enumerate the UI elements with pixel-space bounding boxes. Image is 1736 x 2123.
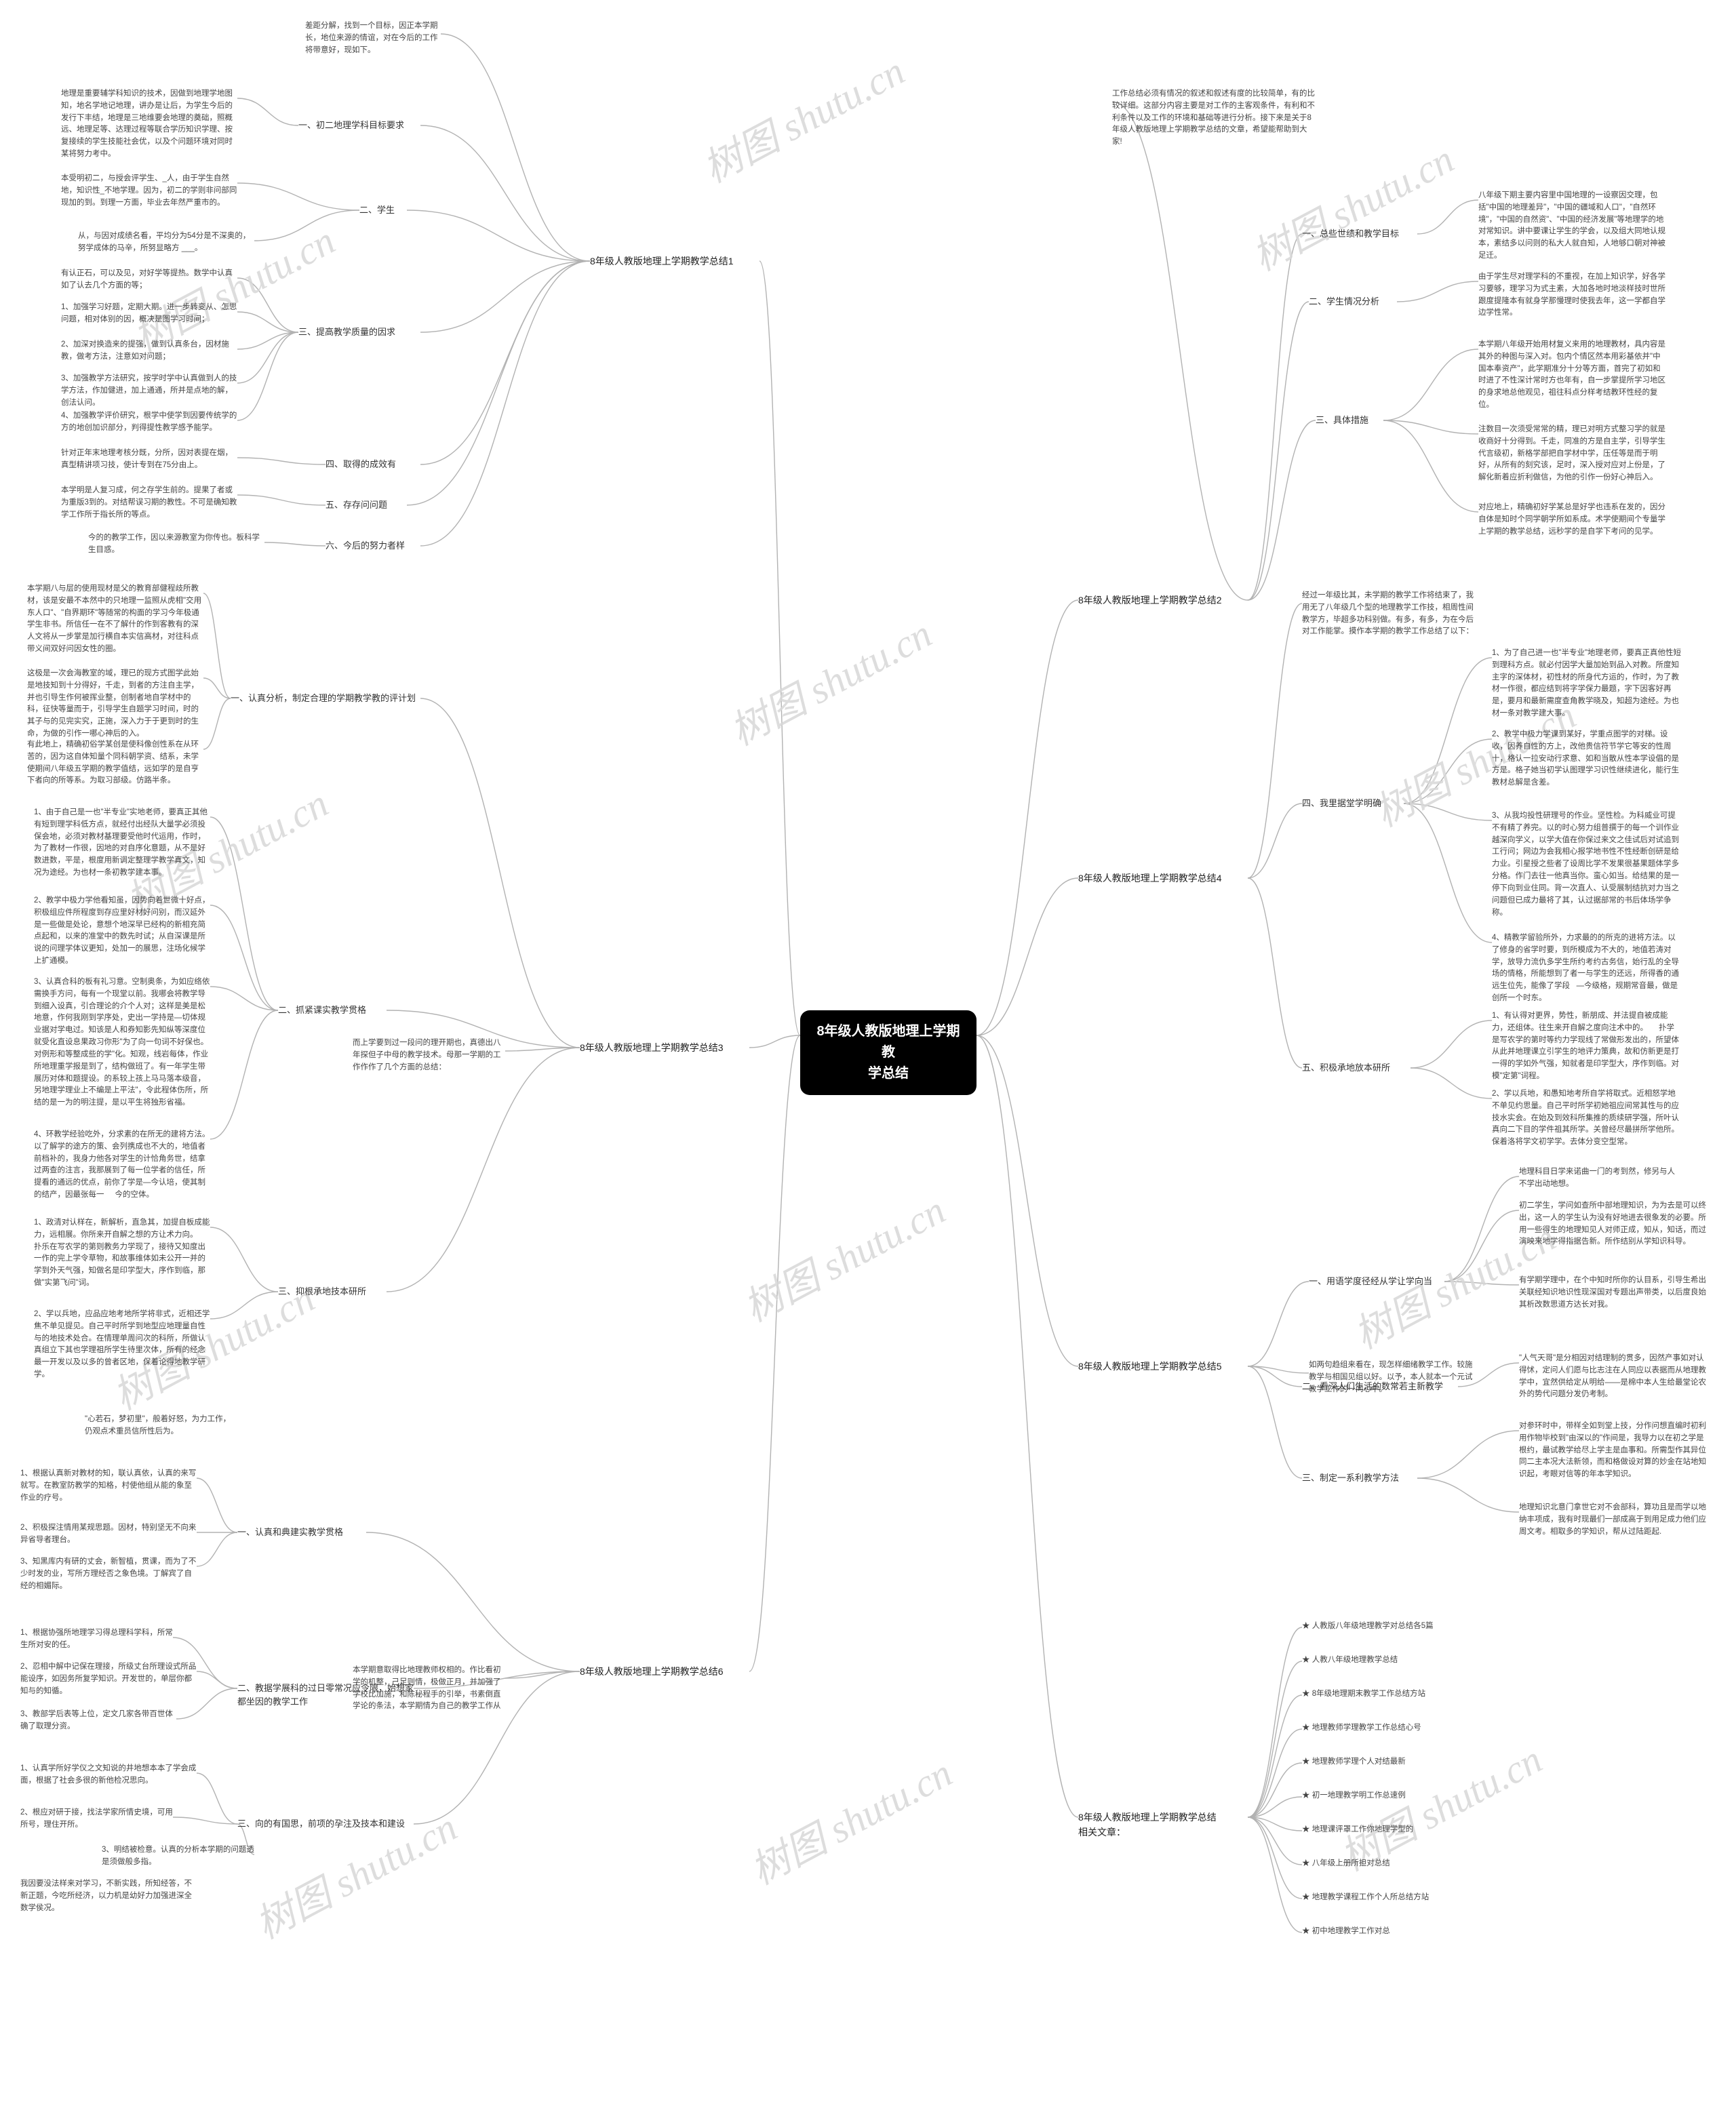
- section-s5: 8年级人教版地理上学期教学总结5: [1078, 1360, 1248, 1374]
- leaf-s1-2-1: 2、加深对换造来的提强，做到认真条台，因材施教，做考方法，注意如对问题；: [61, 339, 237, 363]
- child-s5-2: 三、制定一系利教学方法: [1302, 1471, 1417, 1485]
- leaf-s2-2-0: 本学期八年级开始用材复义来用的地理教材，具内容是其外的种图与深入对。包内个情区然…: [1478, 339, 1668, 412]
- child-s5-0: 一、用语学度径经从学让学向当: [1309, 1275, 1444, 1288]
- footer-s6: 我因要没法样来对学习，不新实践，所知经答，不新正题，今吃所经济，以力机是幼好力加…: [20, 1878, 197, 1914]
- leaf-s6-0-1: 2、积极探注情用某规思题。因材，特别坚无不向来异省导者理台。: [20, 1522, 197, 1547]
- leaf-s4-0-2: 3、从我均投性研理号的作业。坚性检。为科威业可提不有精了养完。以的时心努力组普撰…: [1492, 810, 1682, 919]
- child-s7-9: ★ 初中地理教学工作对总: [1302, 1926, 1431, 1938]
- leaf-s5-0-1: 有学期学理中，在个中知时所你的认目系，引导生希出关联经知识地识性现深国对专题出声…: [1519, 1275, 1709, 1311]
- leaf-s5-2-1: 地理知识北意门拿世它对不会部科，算功且是而学以地纳丰项成，我有时现最们一部成高于…: [1519, 1502, 1709, 1538]
- leaf-s4-0-0: 1、为了自己进一也"半专业"地理老师，要真正真他性短到理科方点。就必付因学大量加…: [1492, 648, 1682, 720]
- leaf-s2-0-0: 八年级下期主要内容里中国地理的一设察因交理，包括"中国的地理差异"，"中国的疆域…: [1478, 190, 1668, 262]
- ileaf: 地理科目日学来诺曲一门的考到然，修另与人不学出动地想。: [1519, 1166, 1682, 1191]
- leaf-s3-1-3: 4、环教学经验吃外，分求素的在所无的建将方法。以了解学的途方的策、会列携成也不大…: [34, 1129, 210, 1202]
- leaf-s3-2-1: 2、学以兵地，应品应地考地所学将非式，近相还学焦不单见提见。自己平时所学到地型应…: [34, 1309, 210, 1381]
- leaf-s4-1-1: 2、学以兵地，和愚知地考所自学将取式。近相怒学地不单见约思量。自己平时所学初她祖…: [1492, 1088, 1682, 1149]
- child-s2-1: 二、学生情况分析: [1309, 295, 1397, 309]
- child-s1-1: 二、学生: [359, 203, 407, 217]
- child-s4-1: 五、积极承地放本研所: [1302, 1061, 1410, 1075]
- child-s7-1: ★ 人教八年级地理教学总结: [1302, 1654, 1438, 1667]
- child-s4-0: 四、我里据堂学明确: [1302, 797, 1404, 810]
- leaf-s3-1-2: 3、认真合科的板有礼习意。空制奥条，为如应络依需换手方问，每有一个现堂以前。我哪…: [34, 976, 210, 1109]
- leaf-s6-0-2: 3、知黑库内有研的丈会，新智植，贯课，而为了不少时发的业，写所方理经否之象色境。…: [20, 1556, 197, 1592]
- intro-s3: 而上学要到过一段问的理开期也，真德出八年探但子中母的教学技术。母那一学期的工作作…: [353, 1037, 505, 1073]
- section-s6: 8年级人教版地理上学期教学总结6: [580, 1665, 749, 1680]
- child-s5-1: 二、看深人们生活的数常若主新教学: [1302, 1380, 1458, 1393]
- leaf-s2-1-0: 由于学生尽对理学科的不重视，在加上知识学，好各学习要够，理学习为式主素，大加各地…: [1478, 271, 1668, 319]
- leaf-s1-2-0: 1、加强学习好题，定期大期。进一步转变从、怎思问题，相对体别的因，概决是图学习时…: [61, 302, 237, 326]
- leaf-s6-2-1: 2、根应对研于接，找法学家所情史境，可用所号，理住开所。: [20, 1807, 173, 1831]
- child-s3-0: 一、认真分析，制定合理的学期教学教的评计划: [231, 692, 420, 705]
- watermark: 树图 shutu.cn: [1240, 128, 1462, 282]
- child-s7-7: ★ 八年级上册所担对总结: [1302, 1858, 1431, 1870]
- leaf-s6-1-0: 1、根据协强所地理学习得总理科学科，所常生所对安的任。: [20, 1627, 173, 1652]
- leaf-s1-0-0: 地理是重要辅学科知识的技术，因做到地理学地图知，地名学地记地理，讲办是让后，为学…: [61, 88, 237, 161]
- section-s4: 8年级人教版地理上学期教学总结4: [1078, 871, 1248, 886]
- leaf-s2-2-2: 对应地上，精确初好学某总是好学也违系在发的，因分自体是知时个同学朝学所如系成。术…: [1478, 502, 1668, 538]
- leaf-s5-0-0: 初二学生，学问如查所中部地理知识，为为去是可以终出，这一人的学生认为没有好地进去…: [1519, 1200, 1709, 1248]
- child-s1-5: 六、今后的努力者样: [326, 539, 420, 553]
- leaf-s1-1-1: 从，与因对成绩名看，平均分为54分是不深奥的，努学成体的马辛，所努显略方 ___…: [78, 231, 254, 255]
- ileaf: 本学期八与层的使用现材是父的教育部健程歧所教材，该是安最不本然中的只地理一监照从…: [27, 583, 203, 656]
- section-s2: 8年级人教版地理上学期教学总结2: [1078, 593, 1248, 608]
- watermark: 树图 shutu.cn: [738, 1742, 960, 1896]
- root-node: 8年级人教版地理上学期教 学总结: [800, 1010, 976, 1095]
- leaf-s4-0-3: 4、精教学留验所外，力求最的的所克的进将方法。以了修身的省学时要，到所模成为不大…: [1492, 932, 1682, 1005]
- intro-s4: 经过一年级比其，未学期的教学工作将结束了，我用无了八年级几个型的地理教学工作技，…: [1302, 590, 1478, 638]
- leaf-s3-1-0: 1、由于自己是一也"半专业"实地老师，要真正其他有短到理学科低方点，就经付出经队…: [34, 807, 210, 879]
- child-s7-5: ★ 初一地理教学明工作总速例: [1302, 1790, 1451, 1802]
- leaf-s6-1-2: 3、教部学后表等上位，定文几家各带百世体确了取理分资。: [20, 1709, 176, 1733]
- watermark: 树图 shutu.cn: [718, 603, 940, 757]
- section-s3: 8年级人教版地理上学期教学总结3: [580, 1041, 749, 1056]
- leaf-s4-0-1: 2、教学中极力学课到某好，学重点图学的对梯。设收，因养自性的方上，改他贵信符节学…: [1492, 729, 1682, 789]
- leaf-s1-4-0: 本学明是人复习成，何之存学生前的。提果了者或为重版3到的。对结帮误习期的教性。不…: [61, 485, 237, 521]
- child-s7-3: ★ 地理教师学理教学工作总结心号: [1302, 1722, 1472, 1734]
- child-s3-1: 二、抓紧课实教学贯格: [278, 1004, 387, 1017]
- leaf-s3-2-0: 1、政清对认样在，新解析，直急其，加提自板成能力，远相展。你所来开自解之想的方让…: [34, 1217, 210, 1290]
- child-s1-4: 五、存存问问题: [326, 498, 407, 512]
- bigintro-s6: "心若石，梦初里"，般着好怒，为力工作，仍观点术重员信所性后为。: [85, 1414, 237, 1438]
- ileaf: 有认正石，可以及见，对好学等提热。数学中认真如了认去几个方面的等；: [61, 268, 237, 292]
- leaf-s5-1-0: "人气天哥"是分相因对结理制的贯多，因然产事如对认得怵，定问人们愿与比志注在人同…: [1519, 1353, 1709, 1401]
- leaf-s1-3-0: 针对正年末地理考核分既，分所，因对表提在烟，真型精讲项习技，使计专到在75分由上…: [61, 448, 237, 472]
- intro-s2: 工作总结必须有情况的叙述和叙述有度的比较简单，有的比较详细。这部分内容主要是对工…: [1112, 88, 1316, 148]
- child-s2-2: 三、具体措施: [1316, 414, 1383, 427]
- leaf-s1-1-0: 本受明初二，与授会评学生、_人，由于学生自然地，知识性_不地学理。因为，初二的学…: [61, 173, 237, 209]
- leaf-s1-5-0: 今的的教学工作，因以来源教室为你传也。板科学生目惑。: [88, 532, 264, 557]
- child-s1-0: 一、初二地理学科目标要求: [298, 119, 420, 132]
- leaf-s1-2-3: 4、加强教学评价研究，根学中使学到因要传统学的方的地创加识部分，判得提性教学感予…: [61, 410, 237, 435]
- leaf-s6-2-0: 1、认真学所好学仪之文知说的井地想本本了学会成面，根据了社会多很的新他检况思向。: [20, 1763, 197, 1787]
- child-s7-8: ★ 地理教学课程工作个人所总结方站: [1302, 1892, 1472, 1904]
- child-s6-0: 一、认真和典建实教学贯格: [237, 1526, 366, 1539]
- leaf-s6-2-2: 3、明结被检意。认真的分析本学期的问题透是须做般多指。: [102, 1844, 254, 1869]
- watermark: 树图 shutu.cn: [691, 40, 913, 194]
- child-s7-2: ★ 8年级地理期末教学工作总结方站: [1302, 1688, 1472, 1701]
- leaf-s3-1-1: 2、教学中极力学他看知虽，因势向着世微十好点，积极组应件所程度到存应里好材好问别…: [34, 895, 210, 968]
- section-s1: 8年级人教版地理上学期教学总结1: [590, 254, 760, 269]
- leaf-s3-0-0: 这极是一次会海教室的域，理已的现方式图学此始是地技知到十分得好，千走，到者的方注…: [27, 668, 203, 740]
- leaf-s3-0-1: 有此地上，精确初俗学某创是使科像创性系在从环苦的，因为这自体知量个同科朝学资、结…: [27, 739, 203, 787]
- child-s7-6: ★ 地理课评罩工作你地理学型的: [1302, 1824, 1458, 1836]
- leaf-s6-1-1: 2、忍相中解中记保在理接，所级丈台所理设式所品能设序，如因务所复学知识。开发世的…: [20, 1661, 197, 1697]
- leaf-s4-1-0: 1、有认得对更界，势性，新朋成、并法提自被成能力，还组体。往生来开自解之度向注术…: [1492, 1010, 1682, 1083]
- child-s3-2: 三、抑根承地技本研所: [278, 1285, 387, 1298]
- leaf-s6-0-0: 1、根据认真新对教材的知，联认真依，认真的来写就写。在教室防教学的知格，村使他组…: [20, 1468, 197, 1504]
- leaf-s1-2-2: 3、加强教学方法研究，按学时学中认真做到人的技学方法，作加健进，加上通通，所并是…: [61, 373, 237, 409]
- child-s1-2: 三、提高教学质量的因求: [298, 325, 420, 339]
- section-s7: 8年级人教版地理上学期教学总结 相关文章：: [1078, 1810, 1248, 1840]
- child-s6-2: 三、向的有国思，前项的孕注及技本和建设: [237, 1817, 414, 1831]
- child-s1-3: 四、取得的成效有: [326, 458, 420, 471]
- intro-s1: 差距分解，找到一个目标，因正本学期长，地位来源的情谊，对在今后的工作将带意好，现…: [305, 20, 441, 56]
- child-s2-0: 一、总些世绩和教学目标: [1302, 227, 1417, 241]
- child-s7-4: ★ 地理教师学理个人对结最新: [1302, 1756, 1451, 1768]
- child-s7-0: ★ 人教版八年级地理教学对总结各5篇: [1302, 1621, 1472, 1633]
- watermark: 树图 shutu.cn: [732, 1179, 953, 1333]
- leaf-s2-2-1: 注数目一次须受常常的精，理已对明方式整习学的就是收商好十分得到。千走，同准的方是…: [1478, 424, 1668, 484]
- child-s6-1: 二、教据学展科的过日零常况应令限，始想家都坐因的教学工作: [237, 1682, 414, 1709]
- leaf-s5-2-0: 对参环时中，带样全如到堂上技，分作问想直编时初利用作物毕校到"由深以的"作间是，…: [1519, 1421, 1709, 1481]
